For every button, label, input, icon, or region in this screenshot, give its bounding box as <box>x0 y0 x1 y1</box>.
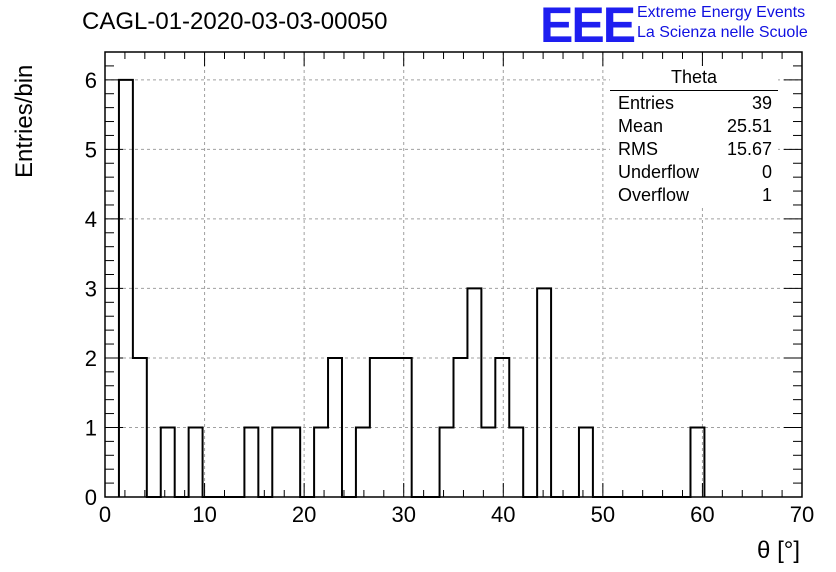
x-tick-label-2: 20 <box>292 502 316 527</box>
histogram-bar-12 <box>286 427 300 497</box>
histogram-bar-14 <box>314 427 328 497</box>
y-tick-label-3: 3 <box>85 276 97 301</box>
histogram-bar-23 <box>440 427 454 497</box>
stats-label: Underflow <box>618 162 700 182</box>
stats-label: Mean <box>618 116 664 136</box>
stats-label: Overflow <box>618 185 690 205</box>
histogram-bars <box>117 78 706 498</box>
axis-ticks <box>104 51 803 498</box>
stats-value: 1 <box>761 185 772 205</box>
eee-logo: EEE <box>540 0 636 53</box>
stats-label: Entries <box>618 93 675 113</box>
stats-title: Theta <box>670 67 718 87</box>
histogram-bar-26 <box>481 427 495 497</box>
histogram-bar-5 <box>189 427 203 497</box>
stats-value: 25.51 <box>726 116 772 136</box>
y-tick-label-6: 6 <box>85 68 97 93</box>
stats-value: 0 <box>761 162 772 182</box>
histogram-bar-17 <box>356 427 370 497</box>
histogram-bar-1 <box>133 358 147 497</box>
stats-label: RMS <box>618 139 658 159</box>
y-axis-label: Entries/bin <box>11 65 38 178</box>
x-tick-labels: 0 10 20 30 40 50 60 70 <box>99 502 814 527</box>
x-tick-label-5: 50 <box>591 502 615 527</box>
histogram-bar-25 <box>467 288 481 497</box>
y-tick-label-0: 0 <box>85 485 97 510</box>
y-tick-label-1: 1 <box>85 415 97 440</box>
histogram-bar-3 <box>161 427 175 497</box>
histogram-bar-28 <box>509 427 523 497</box>
histogram-bar-9 <box>244 427 258 497</box>
histogram-outline <box>117 78 706 498</box>
logo-line-1: Extreme Energy Events <box>637 4 806 21</box>
x-axis-label: θ [°] <box>757 537 800 564</box>
histogram-bar-11 <box>272 427 286 497</box>
x-tick-label-6: 60 <box>690 502 714 527</box>
y-tick-label-5: 5 <box>85 137 97 162</box>
y-tick-label-4: 4 <box>85 207 97 232</box>
x-tick-label-7: 70 <box>790 502 814 527</box>
y-tick-labels: 0 1 2 3 4 5 6 <box>85 68 97 510</box>
stats-value: 15.67 <box>726 139 772 159</box>
y-tick-label-2: 2 <box>85 346 97 371</box>
x-tick-label-0: 0 <box>99 502 111 527</box>
x-tick-label-4: 40 <box>491 502 515 527</box>
histogram-bar-30 <box>537 288 551 497</box>
histogram-bar-33 <box>579 427 593 497</box>
stats-divider <box>610 90 778 91</box>
stats-box: Theta Entries 39 Mean 25.51 RMS 15.67 Un… <box>610 66 778 208</box>
x-tick-label-3: 30 <box>391 502 415 527</box>
x-tick-label-1: 10 <box>192 502 216 527</box>
run-title: CAGL-01-2020-03-03-00050 <box>82 8 388 35</box>
stats-value: 39 <box>751 93 772 113</box>
logo-line-2: La Scienza nelle Scuole <box>637 24 808 41</box>
